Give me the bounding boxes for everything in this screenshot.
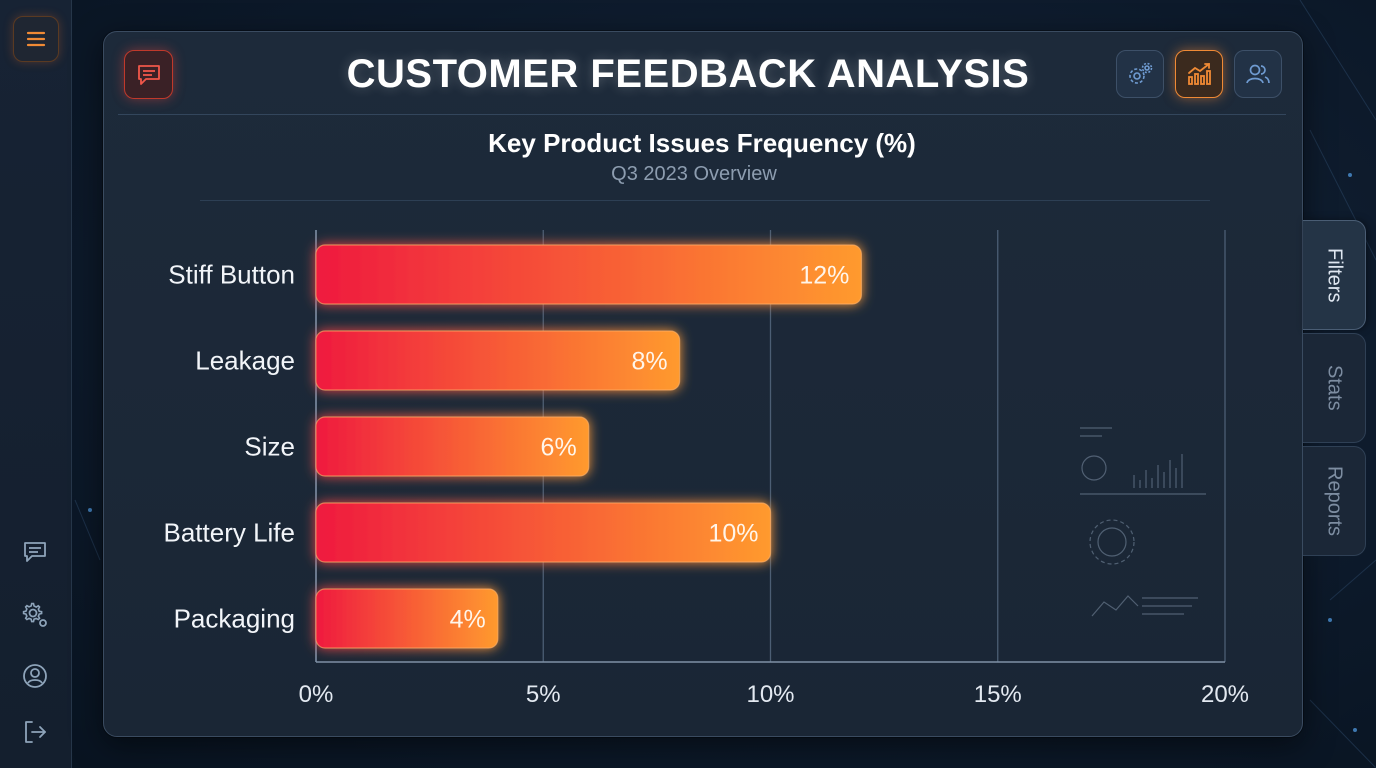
category-label: Leakage [195, 346, 295, 376]
feedback-button[interactable] [124, 50, 173, 99]
header-users-button[interactable] [1234, 50, 1282, 98]
x-tick-label: 10% [746, 681, 794, 708]
bar-value-label: 8% [631, 348, 667, 376]
menu-icon [26, 31, 46, 47]
page-title: CUSTOMER FEEDBACK ANALYSIS [346, 52, 1030, 96]
bar-value-label: 10% [708, 520, 758, 548]
analytics-icon [1188, 63, 1211, 85]
bar-value-label: 4% [450, 606, 486, 634]
x-tick-label: 5% [526, 681, 561, 708]
header-settings-button[interactable] [1116, 50, 1164, 98]
tab-reports-label: Reports [1323, 465, 1346, 537]
dashboard-thumbnail [1080, 427, 1206, 617]
chat-button[interactable] [13, 530, 57, 574]
subtitle-divider [200, 200, 1210, 201]
bar[interactable] [315, 502, 772, 563]
category-label: Size [244, 432, 295, 462]
bar[interactable] [315, 416, 590, 477]
logout-icon [25, 721, 46, 743]
chart-subtitle: Q3 2023 Overview [611, 163, 777, 185]
header-divider [118, 114, 1286, 115]
settings-icon [1129, 62, 1153, 84]
left-sidebar [0, 0, 72, 768]
category-label: Stiff Button [168, 260, 295, 290]
settings-icon [22, 602, 47, 627]
logout-button[interactable] [13, 710, 57, 754]
bar[interactable] [315, 330, 681, 391]
header-analytics-button[interactable] [1175, 50, 1223, 98]
profile-button[interactable] [13, 654, 57, 698]
chart-title: Key Product Issues Frequency (%) [488, 128, 916, 158]
users-icon [1246, 64, 1270, 84]
bar-value-label: 12% [799, 262, 849, 290]
tab-stats-label: Stats [1323, 365, 1346, 411]
menu-button[interactable] [13, 16, 59, 62]
bar[interactable] [315, 588, 499, 649]
bar[interactable] [315, 244, 863, 305]
tab-filters[interactable]: Filters [1303, 220, 1366, 330]
x-tick-label: 0% [299, 681, 334, 708]
category-label: Packaging [174, 604, 295, 634]
tab-stats[interactable]: Stats [1303, 333, 1366, 443]
category-label: Battery Life [163, 518, 295, 548]
tab-filters-label: Filters [1323, 247, 1346, 303]
bar-value-label: 6% [541, 434, 577, 462]
settings-button[interactable] [13, 593, 57, 637]
feedback-icon [137, 64, 160, 85]
user-icon [23, 664, 47, 688]
x-tick-label: 20% [1201, 681, 1249, 708]
tab-reports[interactable]: Reports [1303, 446, 1366, 556]
main-panel [103, 31, 1303, 737]
chat-icon [24, 542, 46, 562]
x-tick-label: 15% [974, 681, 1022, 708]
